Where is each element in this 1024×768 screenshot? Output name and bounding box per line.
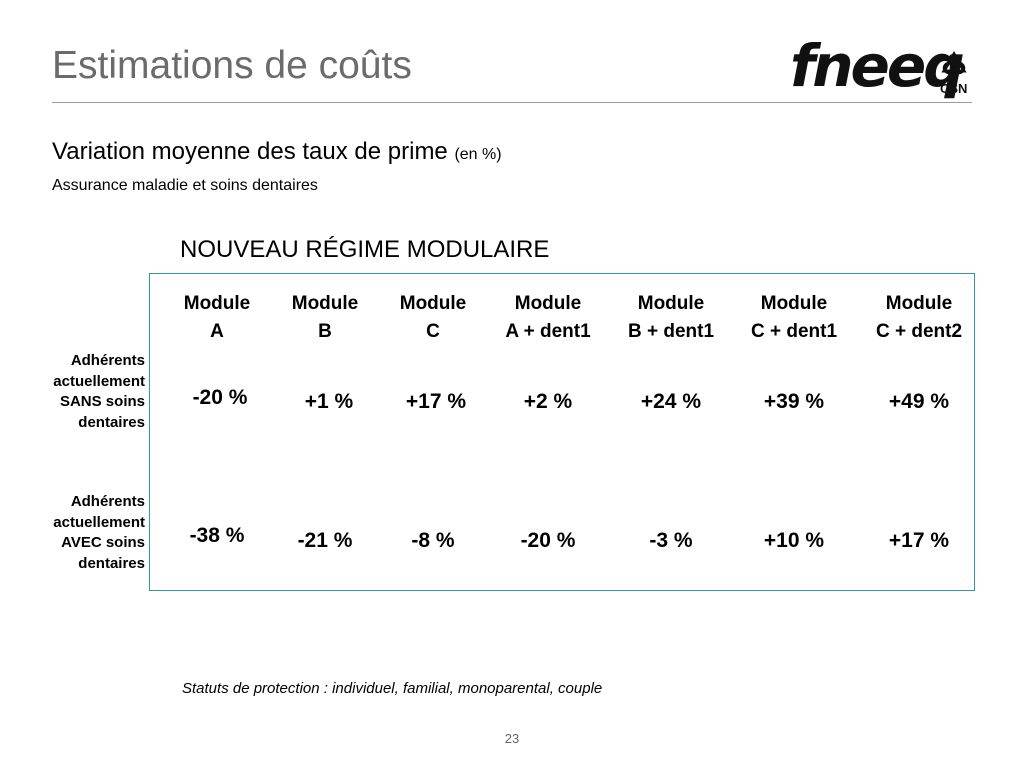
subtitle-secondary: Assurance maladie et soins dentaires [52, 177, 318, 194]
subtitle: Variation moyenne des taux de prime (en … [52, 138, 502, 166]
row-label-sans-soins: Adhérents actuellement SANS soins dentai… [53, 352, 145, 431]
logo-wordmark: fneeq [790, 32, 965, 100]
table-cell: +49 % [888, 390, 950, 413]
column-header: Module B + dent1 [627, 293, 715, 342]
column-header: Module C + dent2 [875, 293, 963, 342]
title-divider [52, 102, 972, 103]
row-label-avec-soins: Adhérents actuellement AVEC soins dentai… [53, 493, 145, 572]
column-header: Module C + dent1 [750, 293, 838, 342]
csn-emblem-icon [941, 51, 967, 75]
table-cell: -21 % [297, 529, 353, 552]
page-number: 23 [504, 731, 520, 746]
table-cell: -8 % [411, 529, 455, 552]
subtitle-text: Variation moyenne des taux de prime [52, 138, 448, 165]
table-cell: -38 % [189, 524, 245, 547]
table-cell: +2 % [523, 390, 573, 413]
fneeq-csn-logo: fneeq CSN [790, 32, 975, 100]
table-cell: -20 % [520, 529, 576, 552]
table-frame [149, 273, 975, 591]
table-cell: +10 % [763, 529, 825, 552]
table-cell: -3 % [649, 529, 693, 552]
column-header: Module A [183, 293, 251, 342]
table-cell: +1 % [304, 390, 354, 413]
table-cell: -20 % [192, 386, 248, 409]
logo-csn-text: CSN [940, 81, 968, 96]
column-header: Module B [291, 293, 359, 342]
column-header: Module C [399, 293, 467, 342]
footnote: Statuts de protection : individuel, fami… [182, 680, 603, 697]
table-cell: +39 % [763, 390, 825, 413]
slide-title: Estimations de coûts [52, 44, 412, 87]
subtitle-unit: (en %) [454, 146, 502, 163]
table-cell: +24 % [640, 390, 702, 413]
regime-heading: NOUVEAU RÉGIME MODULAIRE [180, 236, 550, 263]
table-cell: +17 % [888, 529, 950, 552]
column-header: Module A + dent1 [505, 293, 591, 342]
table-cell: +17 % [405, 390, 467, 413]
